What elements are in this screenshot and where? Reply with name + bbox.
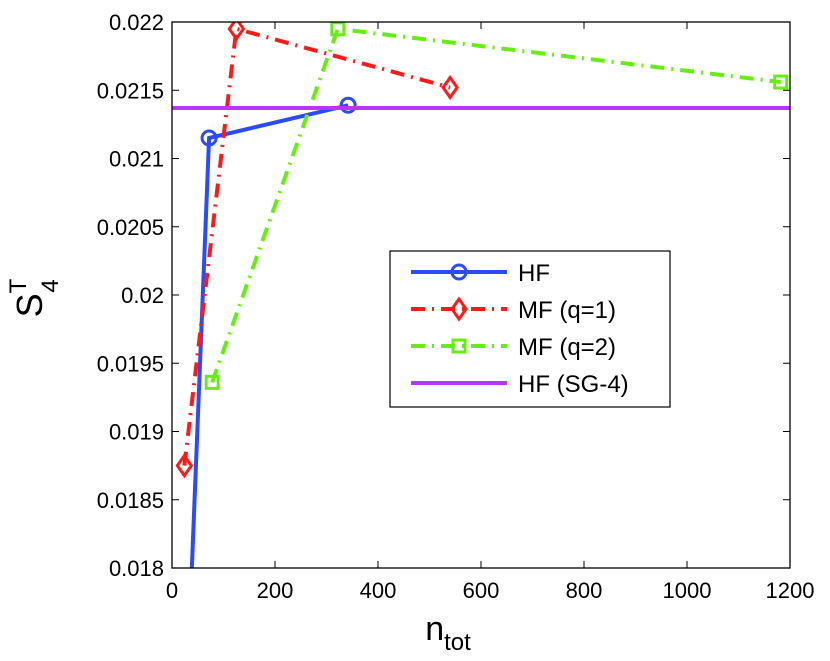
x-tick-label: 400 <box>360 578 397 603</box>
legend-label: MF (q=1) <box>518 297 616 324</box>
svg-text:ST4: ST 4 <box>5 278 64 317</box>
y-tick-label: 0.02 <box>121 283 164 308</box>
data-point <box>200 129 218 147</box>
legend-entry: HF (SG-4) <box>411 371 629 398</box>
legend-label: HF (SG-4) <box>518 371 629 398</box>
x-tick-label: 200 <box>257 578 294 603</box>
x-axis-label: ntot <box>425 610 471 656</box>
legend-entry: MF (q=2) <box>411 334 616 361</box>
y-tick-label: 0.0185 <box>97 488 164 513</box>
data-point <box>441 74 459 101</box>
data-point <box>175 453 194 479</box>
y-tick-label: 0.0205 <box>97 215 164 240</box>
x-tick-label: 600 <box>463 578 500 603</box>
y-axis-label: ST 4 <box>5 278 64 317</box>
series-layer <box>172 22 790 568</box>
data-point <box>227 22 246 42</box>
y-tick-label: 0.018 <box>109 556 164 581</box>
axis-ticks: 0 200 400 600 800 1000 1200 0.018 0.0185 0.019 0.0… <box>97 10 815 603</box>
data-point <box>204 374 220 390</box>
x-tick-label: 0 <box>166 578 178 603</box>
legend-marker <box>451 338 467 354</box>
y-tick-label: 0.0215 <box>97 78 164 103</box>
legend-marker <box>450 263 468 281</box>
series-mf-q-2- <box>204 22 789 390</box>
series-line <box>210 26 781 384</box>
legend-marker <box>450 296 468 322</box>
data-point <box>330 22 346 37</box>
legend-label: MF (q=2) <box>518 334 616 361</box>
series-hf <box>189 96 357 568</box>
series-mf-q-1- <box>175 22 459 479</box>
legend-label: HF <box>518 260 550 287</box>
x-tick-label: 1200 <box>766 578 815 603</box>
y-tick-label: 0.019 <box>109 420 164 445</box>
y-tick-label: 0.021 <box>109 147 164 172</box>
legend-entry: MF (q=1) <box>411 296 616 324</box>
series-line <box>189 103 349 568</box>
legend: HF MF (q=1) MF (q=2) HF (SG-4) <box>389 250 671 408</box>
legend-entry: HF <box>411 260 550 287</box>
data-point <box>339 96 357 114</box>
y-tick-label: 0.0195 <box>97 351 164 376</box>
x-tick-label: 800 <box>566 578 603 603</box>
x-tick-label: 1000 <box>663 578 712 603</box>
y-tick-label: 0.022 <box>109 10 164 35</box>
data-point <box>773 74 789 90</box>
